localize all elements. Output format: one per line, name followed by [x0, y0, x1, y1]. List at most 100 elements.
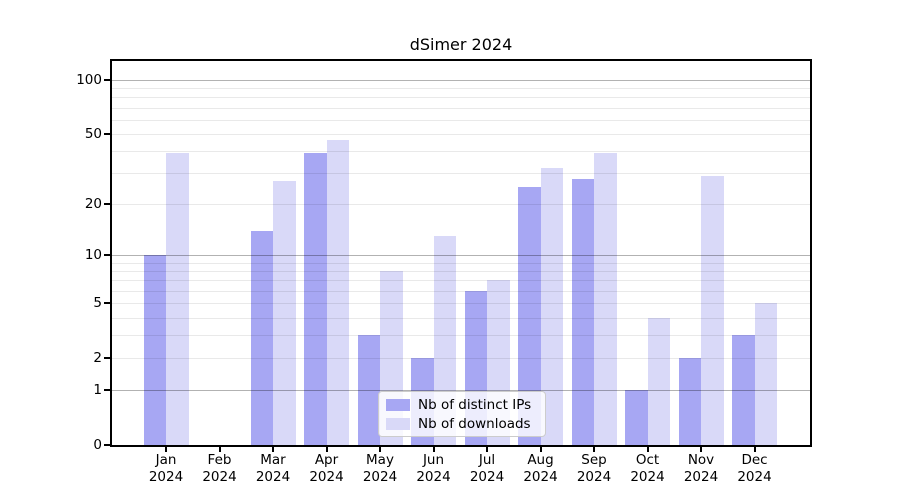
gridline-major	[112, 390, 810, 392]
x-tick-label-year: 2024	[255, 468, 291, 485]
y-tick-label: 20	[84, 196, 102, 213]
y-axis-tick	[104, 302, 110, 305]
y-axis-tick	[104, 78, 110, 81]
y-tick-label: 0	[93, 437, 102, 453]
bar-distinct-ips	[571, 178, 594, 445]
x-tick-label-month: Dec	[741, 452, 768, 468]
bar-downloads	[754, 303, 777, 445]
x-tick-label-year: 2024	[362, 468, 398, 485]
x-tick-label-year: 2024	[737, 468, 772, 485]
bar-distinct-ips	[357, 335, 380, 445]
y-tick-label: 10	[84, 247, 102, 264]
bar-downloads	[326, 140, 349, 445]
x-axis-tick	[753, 447, 756, 452]
bar-distinct-ips	[304, 153, 327, 445]
legend-label-downloads: Nb of downloads	[418, 415, 531, 432]
x-tick-label-month: Oct	[635, 452, 660, 468]
bar-distinct-ips	[143, 255, 166, 445]
gridline-minor	[112, 88, 810, 89]
x-tick-label: Jan 2024	[134, 452, 198, 485]
x-tick-label-month: Sep	[581, 452, 607, 468]
x-axis-tick	[432, 447, 435, 452]
gridline-minor	[112, 119, 810, 121]
y-tick-label: 1	[93, 382, 102, 399]
legend-label-distinct-ips: Nb of distinct IPs	[418, 396, 532, 413]
y-tick-label: 5	[93, 295, 102, 312]
x-tick-label: Mar 2024	[241, 452, 305, 485]
x-tick-label-month: Feb	[207, 452, 232, 468]
x-tick-label-month: Mar	[260, 452, 286, 468]
x-tick-label-year: 2024	[309, 468, 344, 485]
gridline-minor	[112, 280, 810, 282]
x-axis-tick	[700, 447, 702, 452]
x-tick-label-year: 2024	[148, 468, 184, 485]
gridline-minor	[112, 335, 810, 337]
x-tick-label-year: 2024	[469, 468, 505, 485]
x-axis-tick	[165, 447, 167, 452]
bar-distinct-ips	[518, 187, 541, 445]
x-tick-label: Jul 2024	[455, 452, 519, 485]
bar-downloads	[647, 317, 670, 445]
x-tick-label-year: 2024	[683, 468, 719, 485]
chart-title: dSimer 2024	[409, 35, 513, 54]
bar-distinct-ips	[678, 358, 701, 445]
x-tick-label-month: Jul	[478, 452, 496, 468]
x-tick-label-month: Jan	[155, 452, 177, 468]
bar-downloads	[594, 153, 617, 445]
x-tick-label-month: Aug	[527, 452, 554, 468]
gridline-minor	[112, 151, 810, 153]
bar-distinct-ips	[625, 390, 648, 445]
gridline-minor	[112, 97, 810, 99]
x-axis-tick	[218, 447, 221, 452]
x-tick-label-year: 2024	[416, 468, 451, 485]
y-axis-tick	[104, 132, 110, 135]
gridline-major	[112, 255, 810, 257]
x-axis-tick	[272, 447, 274, 452]
legend-item-downloads: Nb of downloads	[386, 416, 538, 432]
gridline-minor	[112, 262, 810, 264]
gridline-minor	[112, 107, 810, 109]
x-tick-label-year: 2024	[630, 468, 665, 485]
gridline-minor	[112, 271, 810, 273]
x-tick-label: Dec 2024	[723, 452, 787, 485]
x-axis-tick	[539, 447, 542, 452]
y-axis-tick	[104, 389, 110, 392]
gridline-minor	[112, 133, 810, 135]
gridline-minor	[112, 204, 810, 206]
x-tick-label-month: May	[366, 452, 394, 468]
bar-distinct-ips	[732, 335, 755, 445]
gridline-minor	[112, 290, 810, 292]
bar-distinct-ips	[250, 230, 273, 445]
y-tick-label: 50	[84, 125, 102, 142]
legend: Nb of distinct IPs Nb of downloads	[378, 391, 546, 437]
x-tick-label: Feb 2024	[188, 452, 252, 485]
bar-downloads	[540, 168, 563, 445]
bar-downloads	[701, 175, 724, 445]
x-tick-label: Nov 2024	[669, 452, 733, 485]
y-axis-tick	[104, 203, 110, 206]
gridline-minor	[112, 173, 810, 175]
x-axis-tick	[646, 447, 649, 452]
x-axis-tick	[486, 447, 488, 452]
legend-swatch-downloads	[386, 417, 410, 430]
x-axis-tick	[379, 447, 381, 452]
gridline-minor	[112, 303, 810, 305]
y-axis-tick	[104, 254, 110, 257]
x-tick-label: Aug 2024	[509, 452, 573, 485]
x-tick-label-month: Apr	[314, 452, 339, 468]
gridline-minor	[112, 317, 810, 319]
x-tick-label-year: 2024	[523, 468, 558, 485]
x-tick-label-year: 2024	[202, 468, 237, 485]
gridline-minor	[112, 358, 810, 360]
x-tick-label-year: 2024	[576, 468, 612, 485]
legend-swatch-distinct-ips	[386, 398, 410, 411]
plot-area	[112, 61, 810, 445]
x-tick-label: May 2024	[348, 452, 412, 485]
x-axis-tick	[325, 447, 328, 452]
x-tick-label: Oct 2024	[616, 452, 680, 485]
y-axis-tick	[104, 357, 110, 360]
x-axis-tick	[593, 447, 595, 452]
y-tick-label: 2	[93, 350, 102, 367]
x-tick-label: Sep 2024	[562, 452, 626, 485]
